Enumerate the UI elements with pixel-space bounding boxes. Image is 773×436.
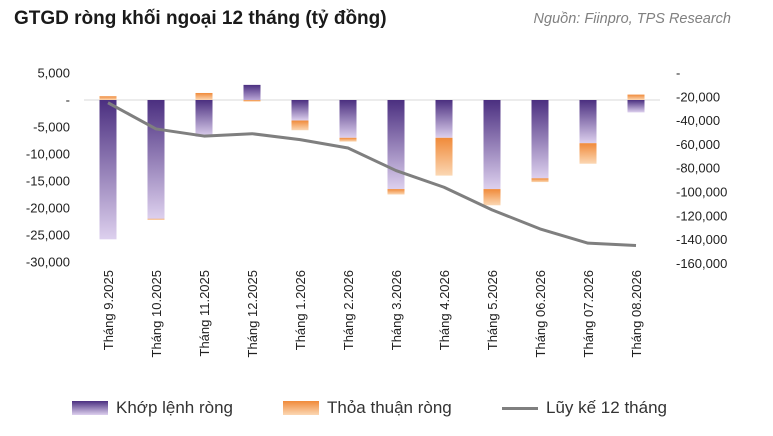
x-tick-label: Tháng 07.2026 — [581, 270, 596, 357]
y-left-tick-label: -15,000 — [26, 174, 70, 189]
bar-thoa — [627, 94, 645, 100]
y-right-tick-label: -60,000 — [676, 137, 720, 152]
x-tick-label: Tháng 11.2025 — [197, 270, 212, 357]
y-right-tick-label: -20,000 — [676, 89, 720, 104]
y-right-tick-label: -160,000 — [676, 256, 727, 271]
x-tick-label: Tháng 08.2026 — [629, 270, 644, 357]
y-left-tick-label: -25,000 — [26, 228, 70, 243]
bar-thoa — [291, 120, 309, 131]
legend-item-khop: Khớp lệnh ròng — [72, 398, 233, 418]
bar-khop — [387, 100, 405, 190]
x-tick-label: Tháng 12.2025 — [245, 270, 260, 357]
bar-khop — [99, 100, 117, 240]
y-left-tick-label: 5,000 — [37, 66, 70, 81]
legend-swatch-thoa — [283, 401, 319, 415]
y-left-tick-label: -30,000 — [26, 255, 70, 270]
y-left-tick-label: -5,000 — [33, 120, 70, 135]
bar-khop — [339, 100, 357, 138]
bar-khop — [147, 100, 165, 219]
legend-item-luy: Lũy kế 12 tháng — [502, 398, 667, 418]
bar-thoa — [531, 178, 549, 183]
legend-swatch-khop — [72, 401, 108, 415]
legend-label-khop: Khớp lệnh ròng — [116, 398, 234, 417]
x-tick-label: Tháng 06.2026 — [533, 270, 548, 357]
bar-thoa — [243, 100, 261, 102]
y-left-tick-label: -20,000 — [26, 201, 70, 216]
y-right-tick-label: -100,000 — [676, 185, 727, 200]
legend-swatch-luy — [502, 406, 538, 410]
y-left-tick-label: - — [66, 93, 70, 108]
y-left-tick-label: -10,000 — [26, 147, 70, 162]
source-note: Nguồn: Fiinpro, TPS Research — [533, 11, 731, 27]
bar-khop — [243, 84, 261, 100]
bar-thoa — [195, 92, 213, 100]
y-right-tick-label: -40,000 — [676, 113, 720, 128]
bar-thoa — [147, 218, 165, 220]
x-tick-label: Tháng 9.2025 — [101, 270, 116, 350]
bar-thoa — [387, 189, 405, 195]
chart-title: GTGD ròng khối ngoại 12 tháng (tỷ đồng) — [14, 8, 387, 29]
bar-khop — [579, 100, 597, 144]
x-tick-label: Tháng 1.2026 — [293, 270, 308, 350]
x-tick-label: Tháng 5.2026 — [485, 270, 500, 350]
bar-khop — [483, 100, 501, 190]
bar-khop — [627, 100, 645, 113]
x-tick-label: Tháng 2.2026 — [341, 270, 356, 350]
bar-khop — [195, 100, 213, 137]
bar-thoa — [579, 143, 597, 164]
bar-khop — [291, 100, 309, 121]
legend-label-luy: Lũy kế 12 tháng — [546, 398, 667, 417]
bar-khop — [531, 100, 549, 179]
bar-thoa — [435, 137, 453, 176]
line-luy-ke — [107, 101, 637, 248]
legend-item-thoa: Thỏa thuận ròng — [283, 398, 452, 418]
legend-label-thoa: Thỏa thuận ròng — [327, 398, 452, 417]
y-right-tick-label: - — [676, 66, 680, 81]
y-right-tick-label: -80,000 — [676, 161, 720, 176]
x-tick-label: Tháng 4.2026 — [437, 270, 452, 350]
y-right-tick-label: -140,000 — [676, 232, 727, 247]
x-tick-label: Tháng 10.2025 — [149, 270, 164, 357]
bar-thoa — [99, 96, 117, 100]
chart-legend: Khớp lệnh ròng Thỏa thuận ròng Lũy kế 12… — [0, 398, 773, 424]
bar-thoa — [483, 189, 501, 206]
bar-thoa — [339, 137, 357, 142]
y-right-tick-label: -120,000 — [676, 208, 727, 223]
x-tick-label: Tháng 3.2026 — [389, 270, 404, 350]
bar-khop — [435, 100, 453, 138]
